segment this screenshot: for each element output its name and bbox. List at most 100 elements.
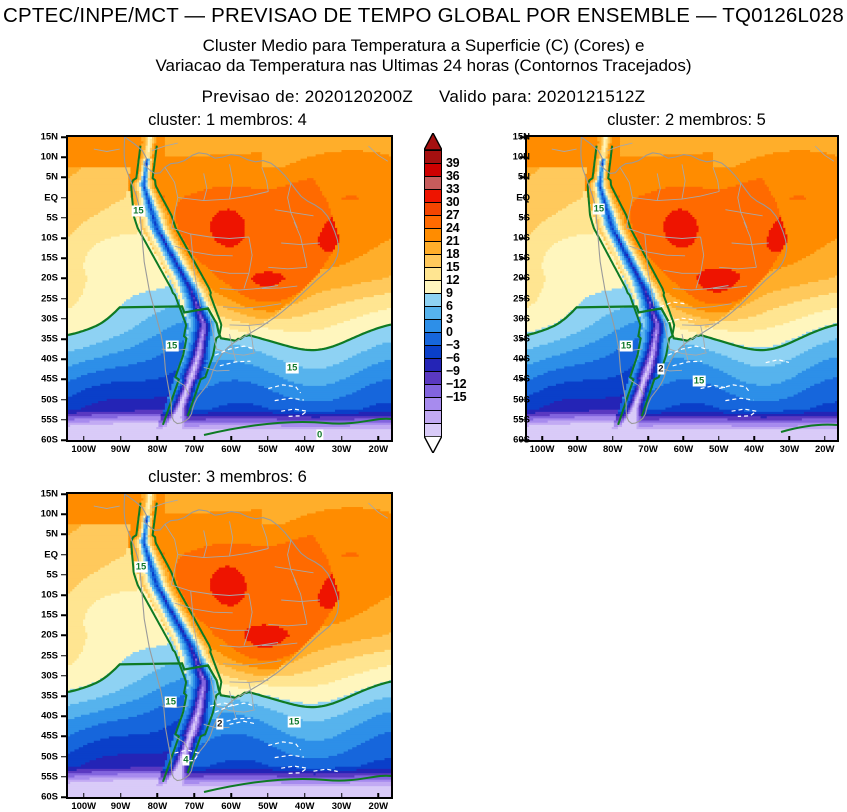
- y-axis-tick: 60S: [41, 434, 58, 446]
- x-tick-mark: [193, 793, 195, 798]
- y-tick-mark: [61, 695, 66, 697]
- panel-title-cluster-3: cluster: 3 membros: 6: [148, 468, 307, 486]
- x-axis-tick: 60W: [221, 444, 241, 455]
- x-axis-tick: 80W: [147, 444, 168, 455]
- colorbar-tick-label: 27: [446, 208, 460, 222]
- x-axis-tick: 80W: [602, 444, 623, 455]
- header-line-2: Cluster Medio para Temperatura a Superfi…: [202, 35, 645, 55]
- valid-label: Valido para:: [439, 86, 533, 106]
- y-axis-tick: 50S: [41, 394, 58, 406]
- y-tick-mark: [61, 156, 66, 158]
- y-tick-mark: [520, 217, 525, 219]
- y-axis-tick: 45S: [41, 373, 58, 385]
- y-axis-tick: 30S: [41, 670, 58, 682]
- y-axis-tick: 40S: [41, 710, 58, 722]
- map-canvas-cluster-3[interactable]: 15 15 2 15 4: [66, 492, 393, 799]
- y-tick-mark: [520, 237, 525, 239]
- y-axis-tick: 5S: [46, 212, 58, 224]
- y-axis-tick: EQ: [44, 549, 58, 561]
- contour-label: 2: [216, 718, 224, 730]
- contour-label: 15: [285, 362, 299, 374]
- contour-label: 15: [619, 340, 633, 352]
- map-canvas-cluster-1[interactable]: 15 15 15 0: [66, 135, 393, 442]
- colorbar-tick-label: 33: [446, 182, 460, 196]
- x-tick-mark: [788, 436, 791, 441]
- colorbar-tick-label: 18: [446, 247, 460, 261]
- y-tick-mark: [61, 338, 66, 340]
- y-axis-tick: 5N: [45, 171, 58, 183]
- y-tick-mark: [61, 513, 66, 515]
- y-tick-mark: [61, 217, 66, 219]
- contour-label: 0: [315, 429, 324, 441]
- y-axis-tick: 35S: [41, 333, 58, 345]
- colorbar-tick-label: 9: [446, 286, 453, 300]
- map-canvas-cluster-2[interactable]: 15 15 2 15: [525, 135, 839, 442]
- panel-title-cluster-1: cluster: 1 membros: 4: [148, 111, 307, 129]
- y-tick-mark: [61, 755, 66, 758]
- y-tick-mark: [61, 574, 66, 576]
- y-tick-mark: [61, 553, 66, 556]
- y-axis-tick: 10S: [41, 232, 58, 244]
- y-axis-tick: 60S: [41, 791, 58, 803]
- y-tick-mark: [61, 277, 66, 280]
- y-tick-mark: [61, 358, 66, 360]
- x-tick-mark: [119, 793, 122, 798]
- y-tick-mark: [520, 378, 525, 381]
- y-tick-mark: [61, 675, 66, 677]
- y-tick-mark: [61, 136, 66, 138]
- x-tick-mark: [303, 793, 306, 798]
- colorbar-tick-label: −6: [446, 351, 460, 365]
- y-tick-mark: [61, 634, 66, 637]
- colorbar-tick-label: 39: [446, 156, 460, 170]
- x-tick-mark: [156, 436, 159, 441]
- y-tick-mark: [520, 439, 525, 441]
- y-axis-tick: 10S: [41, 589, 58, 601]
- x-tick-mark: [647, 436, 649, 441]
- run-value: 2020120200Z: [304, 86, 414, 106]
- map-panel-cluster-3: cluster: 3 membros: 6 15 15 2 15 4 15N 10N 5N E…: [41, 468, 393, 812]
- x-axis-tick: 30W: [331, 444, 352, 455]
- y-tick-mark: [61, 237, 66, 239]
- y-tick-mark: [61, 776, 66, 778]
- y-tick-mark: [520, 318, 525, 320]
- x-tick-mark: [611, 436, 614, 441]
- page-header: CPTEC/INPE/MCT — PREVISAO DE TEMPO GLOBA…: [0, 0, 847, 107]
- y-axis-tick: 5N: [45, 528, 58, 540]
- x-axis-tick: 90W: [110, 444, 131, 455]
- y-axis-tick: 10N: [40, 508, 58, 520]
- x-tick-mark: [824, 436, 826, 441]
- y-tick-mark: [520, 176, 525, 179]
- y-axis-tick: 30S: [41, 313, 58, 325]
- x-tick-mark: [541, 436, 543, 441]
- y-axis-tick: 20S: [41, 272, 58, 284]
- contour-label: 15: [132, 205, 145, 217]
- valid-value: 2020121512Z: [537, 86, 646, 106]
- colorbar-tick-label: 30: [446, 195, 460, 209]
- x-tick-mark: [230, 793, 232, 798]
- header-line-3: Variacao da Temperatura nas Ultimas 24 h…: [155, 55, 692, 75]
- y-tick-mark: [520, 398, 525, 401]
- x-tick-mark: [576, 436, 579, 441]
- y-tick-mark: [61, 257, 66, 259]
- contour-label: 15: [165, 340, 179, 352]
- x-tick-mark: [83, 793, 85, 798]
- y-axis-tick: EQ: [44, 192, 58, 204]
- y-tick-mark: [61, 176, 66, 179]
- contour-label: 15: [164, 696, 177, 708]
- y-tick-mark: [61, 398, 66, 401]
- y-tick-mark: [61, 796, 66, 798]
- y-axis-tick: 50S: [41, 751, 58, 763]
- run-label: Previsao de:: [201, 86, 300, 106]
- y-tick-mark: [520, 196, 525, 199]
- y-tick-mark: [61, 318, 66, 320]
- x-tick-mark: [303, 436, 306, 441]
- y-tick-mark: [520, 358, 525, 360]
- x-axis-tick: 40W: [294, 444, 315, 455]
- x-tick-mark: [83, 436, 85, 441]
- colorbar-tick-label: 12: [446, 273, 460, 287]
- x-axis-tick: 50W: [258, 444, 278, 455]
- y-axis-tick: 45S: [41, 730, 58, 742]
- y-axis-tick: 15S: [41, 609, 58, 621]
- x-axis-tick: 70W: [638, 444, 658, 455]
- x-tick-mark: [119, 436, 122, 441]
